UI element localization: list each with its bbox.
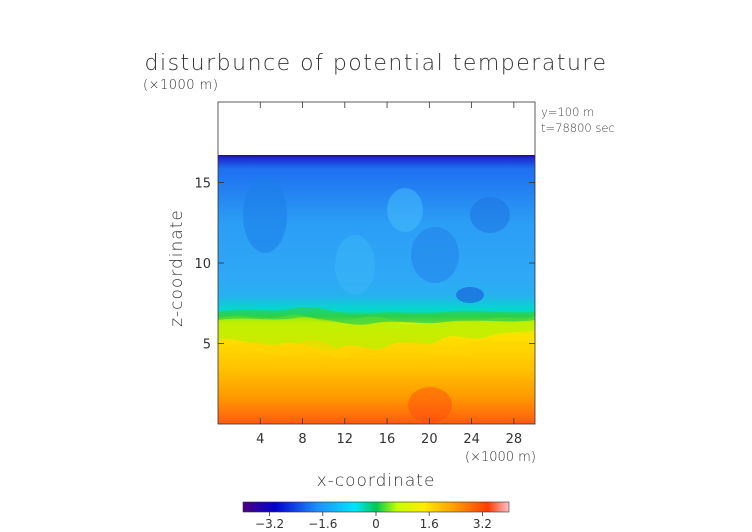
x-tick-label: 20 xyxy=(421,432,438,447)
annotation-t: t=78800 sec xyxy=(541,121,615,135)
annotation-y: y=100 m xyxy=(541,105,594,119)
colorbar xyxy=(242,501,510,513)
x-tick-label: 12 xyxy=(337,432,354,447)
heatmap-field xyxy=(218,155,535,424)
x-tick-label: 28 xyxy=(506,432,523,447)
x-tick-label: 8 xyxy=(298,432,306,447)
y-axis-label: z-coordinate xyxy=(167,209,187,327)
colorbar-ticks: −3.2 −1.6 0 1.6 3.2 xyxy=(255,512,492,531)
y-tick-label: 5 xyxy=(203,338,211,353)
colorbar-tick-label: 1.6 xyxy=(420,517,439,531)
y-tick-label: 15 xyxy=(194,177,211,192)
colorbar-tick-label: 3.2 xyxy=(473,517,492,531)
x-tick-label: 4 xyxy=(256,432,264,447)
x-unit-label: (×1000 m) xyxy=(465,450,536,465)
x-axis-label: x-coordinate xyxy=(317,471,436,491)
x-tick-label: 24 xyxy=(463,432,480,447)
y-tick-label: 10 xyxy=(194,257,211,272)
colorbar-tick-label: −3.2 xyxy=(255,517,284,531)
x-tick-label: 16 xyxy=(379,432,396,447)
x-axis-ticks: 4 8 12 16 20 24 28 xyxy=(256,102,522,447)
colorbar-tick-label: 0 xyxy=(372,517,380,531)
colorbar-tick-label: −1.6 xyxy=(308,517,337,531)
y-unit-label: (×1000 m) xyxy=(143,78,218,93)
chart-title: disturbunce of potential temperature xyxy=(145,51,608,76)
y-axis-ticks: 5 10 15 xyxy=(194,177,535,353)
